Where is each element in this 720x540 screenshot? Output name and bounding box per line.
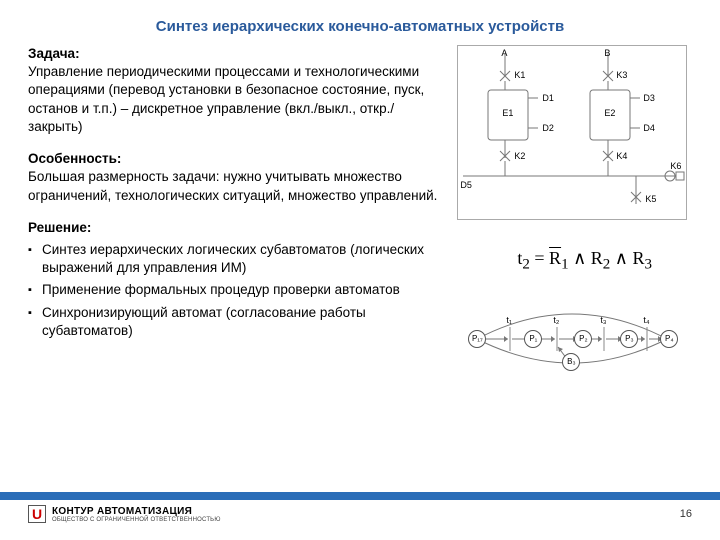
label-d5: D5 <box>460 180 472 190</box>
f-r1: R <box>549 248 561 268</box>
label-d3: D3 <box>643 93 655 103</box>
f-r2: R <box>591 248 603 268</box>
label-k4: K4 <box>616 151 627 161</box>
footer-accent-bar <box>0 492 720 500</box>
petri-node: P₁₇ <box>468 330 486 348</box>
task-text: Управление периодическими процессами и т… <box>28 64 424 134</box>
label-k1: K1 <box>514 70 525 80</box>
petri-t: t₂ <box>553 315 559 325</box>
label-d4: D4 <box>643 123 655 133</box>
label-d1: D1 <box>542 93 554 103</box>
label-e1: E1 <box>502 108 513 118</box>
label-e2: E2 <box>604 108 615 118</box>
list-item: Применение формальных процедур проверки … <box>42 281 447 299</box>
list-item: Синхронизирующий автомат (согласование р… <box>42 304 447 340</box>
petri-node: P₃ <box>620 330 638 348</box>
label-k2: K2 <box>514 151 525 161</box>
company-name: КОНТУР АВТОМАТИЗАЦИЯ <box>52 506 221 517</box>
f-r1s: 1 <box>561 257 569 273</box>
label-k3: K3 <box>616 70 627 80</box>
petri-node: P₂ <box>574 330 592 348</box>
petri-t: t₃ <box>600 315 606 325</box>
feature-section: Особенность: Большая размерность задачи:… <box>28 150 447 205</box>
f-r2s: 2 <box>603 257 611 273</box>
solution-heading: Решение <box>28 220 87 235</box>
petri-node: P₁ <box>524 330 542 348</box>
petri-t: t₄ <box>643 315 649 325</box>
formula: t2 = R1 ∧ R2 ∧ R3 <box>477 248 692 274</box>
f-lhs-sub: 2 <box>522 257 530 273</box>
f-r3: R <box>632 248 644 268</box>
feature-heading: Особенность <box>28 151 117 166</box>
label-a: A <box>501 48 507 58</box>
petri-node: P₄ <box>660 330 678 348</box>
petri-bnode: B₃ <box>562 353 580 371</box>
f-r3s: 3 <box>644 257 652 273</box>
label-d2: D2 <box>542 123 554 133</box>
petri-diagram: P₁₇ P₁ P₂ P₃ P₄ B₃ t₁ t₂ t₃ t₄ <box>462 299 682 369</box>
page-title: Синтез иерархических конечно-автоматных … <box>0 0 720 45</box>
process-diagram: A B K1 K3 E1 E2 D1 D2 D3 D4 K2 K4 D5 K5 … <box>457 45 687 220</box>
page-number: 16 <box>680 508 692 520</box>
figure-column: A B K1 K3 E1 E2 D1 D2 D3 D4 K2 K4 D5 K5 … <box>447 45 692 369</box>
solution-section: Решение: Синтез иерархических логических… <box>28 219 447 340</box>
logo-icon: U <box>28 505 46 523</box>
content-area: Задача: Управление периодическими процес… <box>0 45 720 369</box>
task-section: Задача: Управление периодическими процес… <box>28 45 447 136</box>
feature-text: Большая размерность задачи: нужно учитыв… <box>28 169 437 202</box>
label-k5: K5 <box>645 194 656 204</box>
footer: U КОНТУР АВТОМАТИЗАЦИЯ ОБЩЕСТВО С ОГРАНИ… <box>0 492 720 540</box>
list-item: Синтез иерархических логических субавтом… <box>42 241 447 277</box>
text-column: Задача: Управление периодическими процес… <box>28 45 447 369</box>
label-b: B <box>604 48 610 58</box>
label-k6: K6 <box>670 161 681 171</box>
petri-t: t₁ <box>506 315 512 325</box>
company-logo: U КОНТУР АВТОМАТИЗАЦИЯ ОБЩЕСТВО С ОГРАНИ… <box>28 505 221 523</box>
company-subtitle: ОБЩЕСТВО С ОГРАНИЧЕННОЙ ОТВЕТСТВЕННОСТЬЮ <box>52 517 221 523</box>
task-heading: Задача <box>28 46 75 61</box>
solution-list: Синтез иерархических логических субавтом… <box>28 241 447 340</box>
